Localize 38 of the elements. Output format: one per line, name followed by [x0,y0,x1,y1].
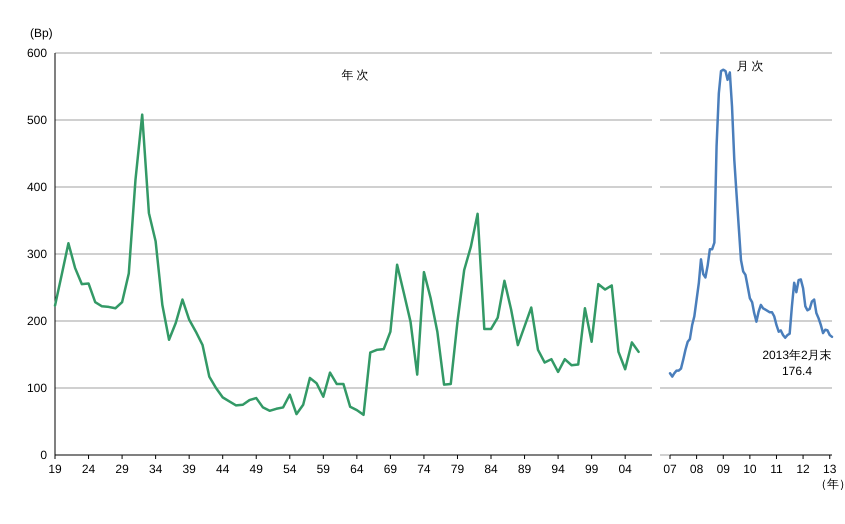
y-tick-label: 600 [26,46,48,60]
line-series [54,113,640,416]
y-tick-label: 0 [40,448,48,462]
x-tick-label: 59 [316,462,330,476]
text: 月 次 [736,59,764,73]
x-tick-label: 94 [551,462,566,476]
annotation: 2013年2月末 176.4 [762,348,832,378]
x-tick-label: 11 [770,462,784,476]
x-tick-label: 08 [690,462,704,476]
x-tick-label: 29 [115,462,130,476]
x-tick-label: 10 [743,462,757,476]
y-tick-label: 100 [26,381,48,395]
y-tick-label: 300 [26,247,48,261]
x-tick-label: 12 [796,462,810,476]
x-tick-label: 09 [716,462,730,476]
x-axis-title: （年） [815,477,845,491]
x-tick-label: 39 [182,462,196,476]
x-tick-label: 44 [216,462,230,476]
x-tick-label: 79 [450,462,464,476]
y-axis-title: (Bp) [30,26,53,40]
x-tick-label: 19 [48,462,62,476]
x-tick-label: 69 [384,462,398,476]
x-tick-label: 89 [518,462,532,476]
x-tick-label: 13 [823,462,837,476]
x-tick-label: 24 [82,462,96,476]
y-tick-label: 200 [26,314,48,328]
x-tick-label: 04 [618,462,632,476]
x-tick-label: 49 [250,462,264,476]
x-tick-label: 07 [663,462,677,476]
x-tick-label: 34 [148,462,163,476]
x-tick-label: 54 [283,462,297,476]
x-tick-label: 99 [584,462,599,476]
y-tick-label: 400 [26,180,48,194]
y-tick-label: 500 [26,113,48,127]
x-tick-label: 84 [484,462,498,476]
x-tick-label: 64 [350,462,364,476]
text: 年 次 [341,68,369,82]
x-tick-label: 74 [417,462,431,476]
